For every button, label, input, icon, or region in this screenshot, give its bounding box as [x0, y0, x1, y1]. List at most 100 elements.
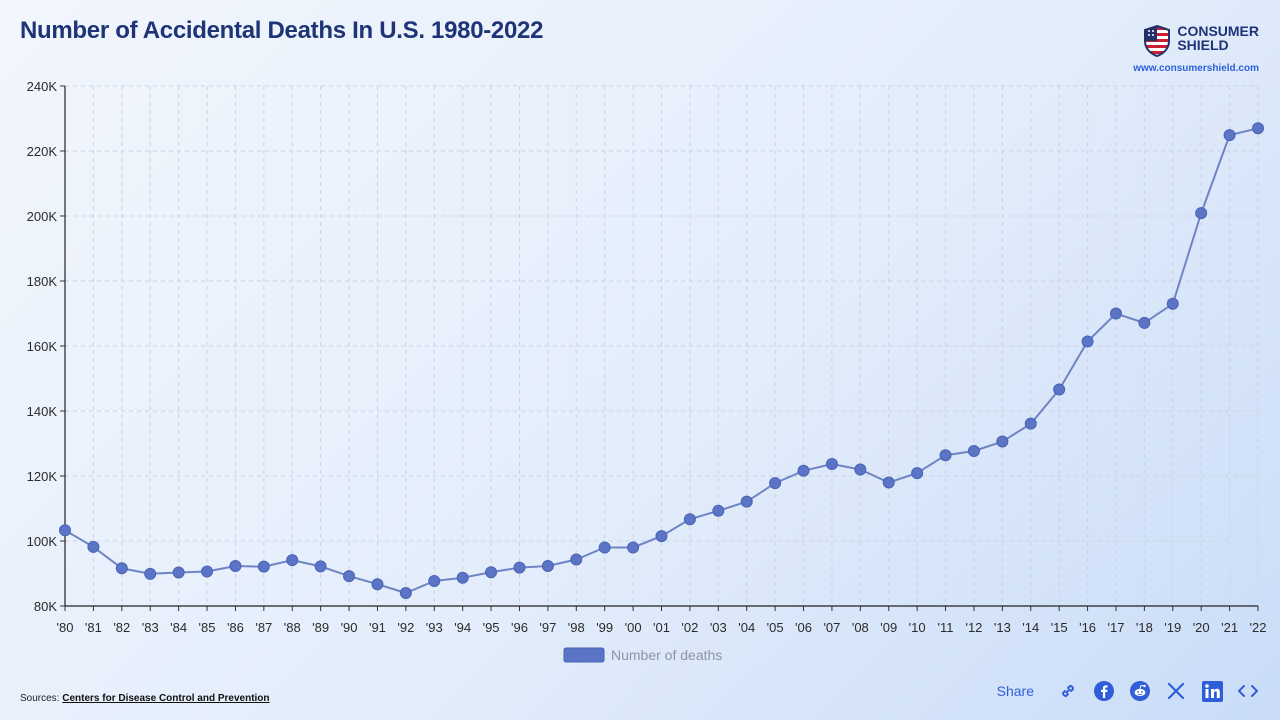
y-tick-label: 200K	[27, 209, 58, 224]
x-tick-label: '87	[255, 620, 272, 635]
data-point[interactable]	[201, 565, 214, 578]
data-point[interactable]	[144, 567, 157, 580]
y-tick-labels: 80K 100K 120K 140K 160K 180K 200K 220K 240K	[27, 79, 58, 614]
x-tick-label: '80	[57, 620, 74, 635]
x-tick-label: '93	[426, 620, 443, 635]
x-tick-label: '86	[227, 620, 244, 635]
data-point[interactable]	[371, 578, 384, 591]
x-tick-label: '12	[965, 620, 982, 635]
data-point[interactable]	[59, 524, 71, 537]
brand-block: CONSUMER SHIELD www.consumershield.com	[1133, 24, 1259, 76]
data-point[interactable]	[1252, 122, 1264, 135]
x-tick-label: '90	[341, 620, 358, 635]
data-point[interactable]	[854, 463, 867, 476]
x-tick-label: '13	[994, 620, 1011, 635]
x-tick-label: '82	[113, 620, 130, 635]
data-point[interactable]	[627, 541, 640, 554]
x-tick-label: '16	[1079, 620, 1096, 635]
data-point[interactable]	[570, 553, 583, 566]
data-point[interactable]	[996, 435, 1009, 448]
data-point[interactable]	[1109, 307, 1122, 320]
x-tick-label: '05	[767, 620, 784, 635]
data-point[interactable]	[967, 444, 980, 457]
data-point[interactable]	[1223, 129, 1236, 142]
data-point[interactable]	[286, 554, 299, 567]
data-point[interactable]	[399, 587, 412, 599]
sources-link[interactable]: Centers for Disease Control and Preventi…	[62, 693, 270, 704]
data-point[interactable]	[655, 530, 668, 543]
chart-title: Number of Accidental Deaths In U.S. 1980…	[20, 17, 544, 44]
x-tick-label: '84	[170, 620, 187, 635]
data-point[interactable]	[229, 560, 242, 573]
data-point[interactable]	[115, 562, 128, 575]
x-tick-label: '06	[795, 620, 812, 635]
y-tick-label: 80K	[34, 599, 57, 614]
x-tick-label: '94	[454, 620, 471, 635]
x-tick-label: '83	[142, 620, 159, 635]
data-point[interactable]	[485, 566, 498, 579]
data-point[interactable]	[911, 467, 924, 480]
x-tick-label: '98	[568, 620, 585, 635]
data-point[interactable]	[598, 541, 611, 554]
x-tick-label: '97	[539, 620, 556, 635]
reddit-icon[interactable]	[1128, 679, 1152, 703]
data-point[interactable]	[939, 449, 952, 462]
data-point[interactable]	[428, 574, 441, 587]
x-icon[interactable]	[1164, 679, 1188, 703]
x-tick-label: '91	[369, 620, 386, 635]
data-point[interactable]	[1053, 383, 1066, 396]
x-tick-label: '19	[1164, 620, 1181, 635]
data-point[interactable]	[314, 560, 327, 573]
data-point[interactable]	[882, 476, 895, 489]
axes	[60, 85, 1259, 611]
x-tick-label: '17	[1107, 620, 1124, 635]
data-point[interactable]	[257, 560, 270, 573]
x-tick-label: '92	[397, 620, 414, 635]
link-icon[interactable]	[1056, 679, 1080, 703]
legend[interactable]: Number of deaths	[563, 647, 722, 663]
share-label: Share	[996, 683, 1034, 699]
data-point[interactable]	[1081, 335, 1094, 348]
linkedin-icon[interactable]	[1200, 679, 1224, 703]
data-point[interactable]	[1166, 297, 1179, 310]
y-tick-label: 220K	[27, 144, 58, 159]
y-tick-label: 160K	[27, 339, 58, 354]
data-point[interactable]	[797, 464, 810, 477]
grid	[65, 85, 1259, 606]
y-tick-label: 100K	[27, 534, 58, 549]
data-point[interactable]	[825, 457, 838, 470]
data-point[interactable]	[683, 513, 696, 526]
data-point[interactable]	[541, 560, 554, 573]
x-tick-label: '81	[85, 620, 102, 635]
x-tick-label: '15	[1051, 620, 1068, 635]
data-point[interactable]	[172, 566, 185, 579]
data-point[interactable]	[513, 561, 526, 574]
data-point[interactable]	[1138, 316, 1151, 329]
data-point[interactable]	[769, 477, 782, 490]
x-tick-label: '96	[511, 620, 528, 635]
legend-label: Number of deaths	[611, 647, 722, 663]
embed-icon[interactable]	[1236, 679, 1260, 703]
x-tick-label: '00	[625, 620, 642, 635]
brand-line-1: CONSUMER	[1177, 23, 1259, 39]
x-tick-label: '99	[596, 620, 613, 635]
brand-line-2: SHIELD	[1177, 37, 1229, 53]
data-points	[59, 122, 1264, 599]
data-point[interactable]	[1195, 207, 1208, 220]
brand-url-link[interactable]: www.consumershield.com	[1133, 63, 1259, 74]
facebook-icon[interactable]	[1092, 679, 1116, 703]
brand-name: CONSUMER SHIELD	[1177, 24, 1259, 52]
data-point[interactable]	[343, 570, 356, 583]
x-tick-label: '14	[1022, 620, 1039, 635]
data-point[interactable]	[740, 495, 753, 508]
data-point[interactable]	[712, 504, 725, 517]
data-point[interactable]	[456, 571, 469, 584]
data-point[interactable]	[87, 540, 100, 553]
y-tick-label: 240K	[27, 79, 58, 94]
x-tick-label: '07	[823, 620, 840, 635]
data-point[interactable]	[1024, 417, 1037, 430]
x-tick-label: '88	[284, 620, 301, 635]
x-tick-label: '89	[312, 620, 329, 635]
x-tick-label: '03	[710, 620, 727, 635]
